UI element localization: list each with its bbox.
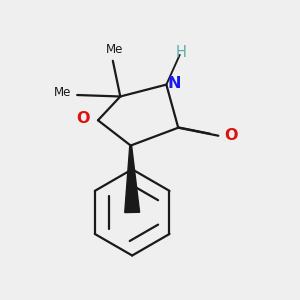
Text: Me: Me [106, 43, 123, 56]
Text: H: H [176, 45, 187, 60]
Text: Me: Me [54, 86, 71, 99]
Text: O: O [76, 111, 89, 126]
Polygon shape [125, 146, 140, 213]
Text: O: O [224, 128, 238, 142]
Text: N: N [168, 76, 182, 91]
